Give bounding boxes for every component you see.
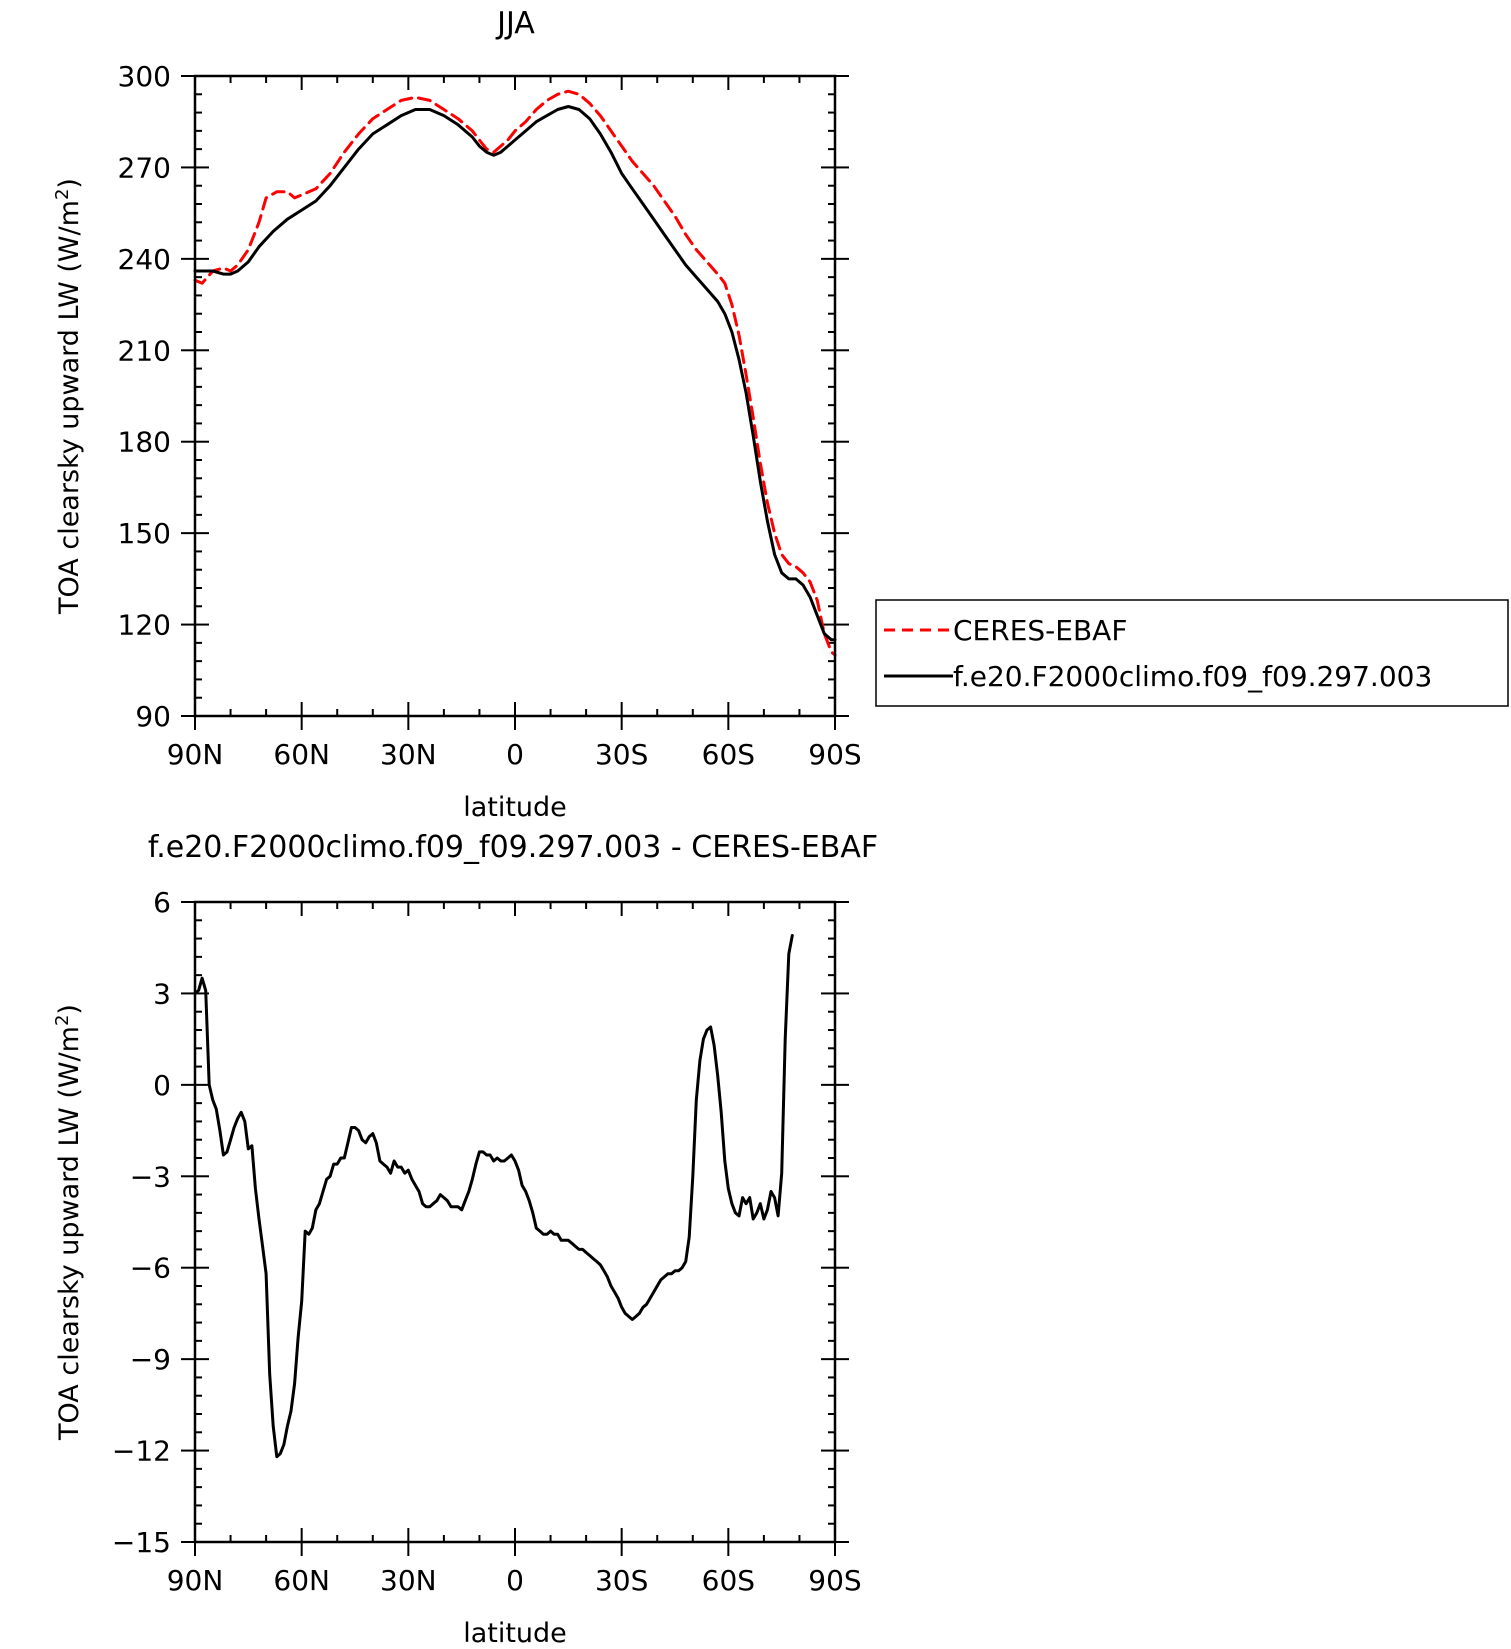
bottom-x-tick-label: 60N	[273, 1564, 330, 1597]
top-y-tick-label: 150	[118, 517, 171, 550]
top-x-tick-label: 30N	[380, 738, 437, 771]
top-y-tick-label: 270	[118, 151, 171, 184]
top-x-tick-label: 60N	[273, 738, 330, 771]
bottom-y-tick-label: −3	[130, 1160, 171, 1193]
top-y-tick-label: 90	[135, 700, 171, 733]
top-x-tick-label: 60S	[702, 738, 755, 771]
bottom-y-tick-label: −6	[130, 1252, 171, 1285]
bottom-chart-title: f.e20.F2000climo.f09_f09.297.003 - CERES…	[148, 830, 878, 865]
top-y-tick-label: 180	[118, 426, 171, 459]
bottom-series-line-0	[193, 934, 794, 1459]
bottom-y-tick-label: 0	[153, 1069, 171, 1102]
top-y-axis-label: TOA clearsky upward LW (W/m2)	[52, 178, 85, 615]
bottom-y-tick-label: 6	[153, 886, 171, 919]
bottom-y-tick-label: −9	[130, 1343, 171, 1376]
bottom-x-axis-label: latitude	[463, 1618, 567, 1649]
bottom-x-tick-label: 90N	[167, 1564, 224, 1597]
bottom-plot-frame	[193, 900, 837, 1544]
top-x-tick-label: 90N	[167, 738, 224, 771]
top-plot-frame	[193, 74, 837, 718]
bottom-y-tick-label: 3	[153, 977, 171, 1010]
bottom-x-tick-label: 60S	[702, 1564, 755, 1597]
bottom-y-tick-label: −15	[112, 1526, 171, 1559]
top-series-line-0	[193, 89, 837, 657]
top-y-tick-label: 210	[118, 334, 171, 367]
top-y-tick-label: 300	[118, 60, 171, 93]
top-x-tick-label: 30S	[595, 738, 648, 771]
bottom-x-tick-label: 90S	[808, 1564, 861, 1597]
bottom-panel: f.e20.F2000climo.f09_f09.297.003 - CERES…	[52, 830, 878, 1649]
bottom-y-tick-label: −12	[112, 1435, 171, 1468]
top-x-axis-label: latitude	[463, 792, 567, 823]
top-y-axis-label-sup: 2	[52, 189, 73, 200]
legend-label-ceres: CERES-EBAF	[953, 614, 1127, 647]
top-series-line-1	[193, 105, 837, 642]
legend: CERES-EBAF f.e20.F2000climo.f09_f09.297.…	[875, 599, 1509, 707]
bottom-x-tick-label: 0	[506, 1564, 524, 1597]
top-panel: JJA 90N 60N 30N 0 30S 60S 90S 90 120 150 180 210 24…	[52, 6, 862, 823]
top-chart-title: JJA	[495, 6, 535, 41]
legend-label-model: f.e20.F2000climo.f09_f09.297.003	[953, 660, 1432, 693]
top-x-tick-label: 90S	[808, 738, 861, 771]
bottom-x-tick-label: 30N	[380, 1564, 437, 1597]
top-y-tick-label: 120	[118, 609, 171, 642]
bottom-x-tick-label: 30S	[595, 1564, 648, 1597]
bottom-y-axis-label: TOA clearsky upward LW (W/m2)	[52, 1004, 85, 1441]
legend-box	[875, 599, 1509, 707]
legend-item-ceres: CERES-EBAF	[884, 614, 1127, 647]
bottom-y-axis-label-sup: 2	[52, 1015, 73, 1026]
legend-item-model: f.e20.F2000climo.f09_f09.297.003	[884, 660, 1432, 693]
top-x-tick-label: 0	[506, 738, 524, 771]
top-y-tick-label: 240	[118, 243, 171, 276]
